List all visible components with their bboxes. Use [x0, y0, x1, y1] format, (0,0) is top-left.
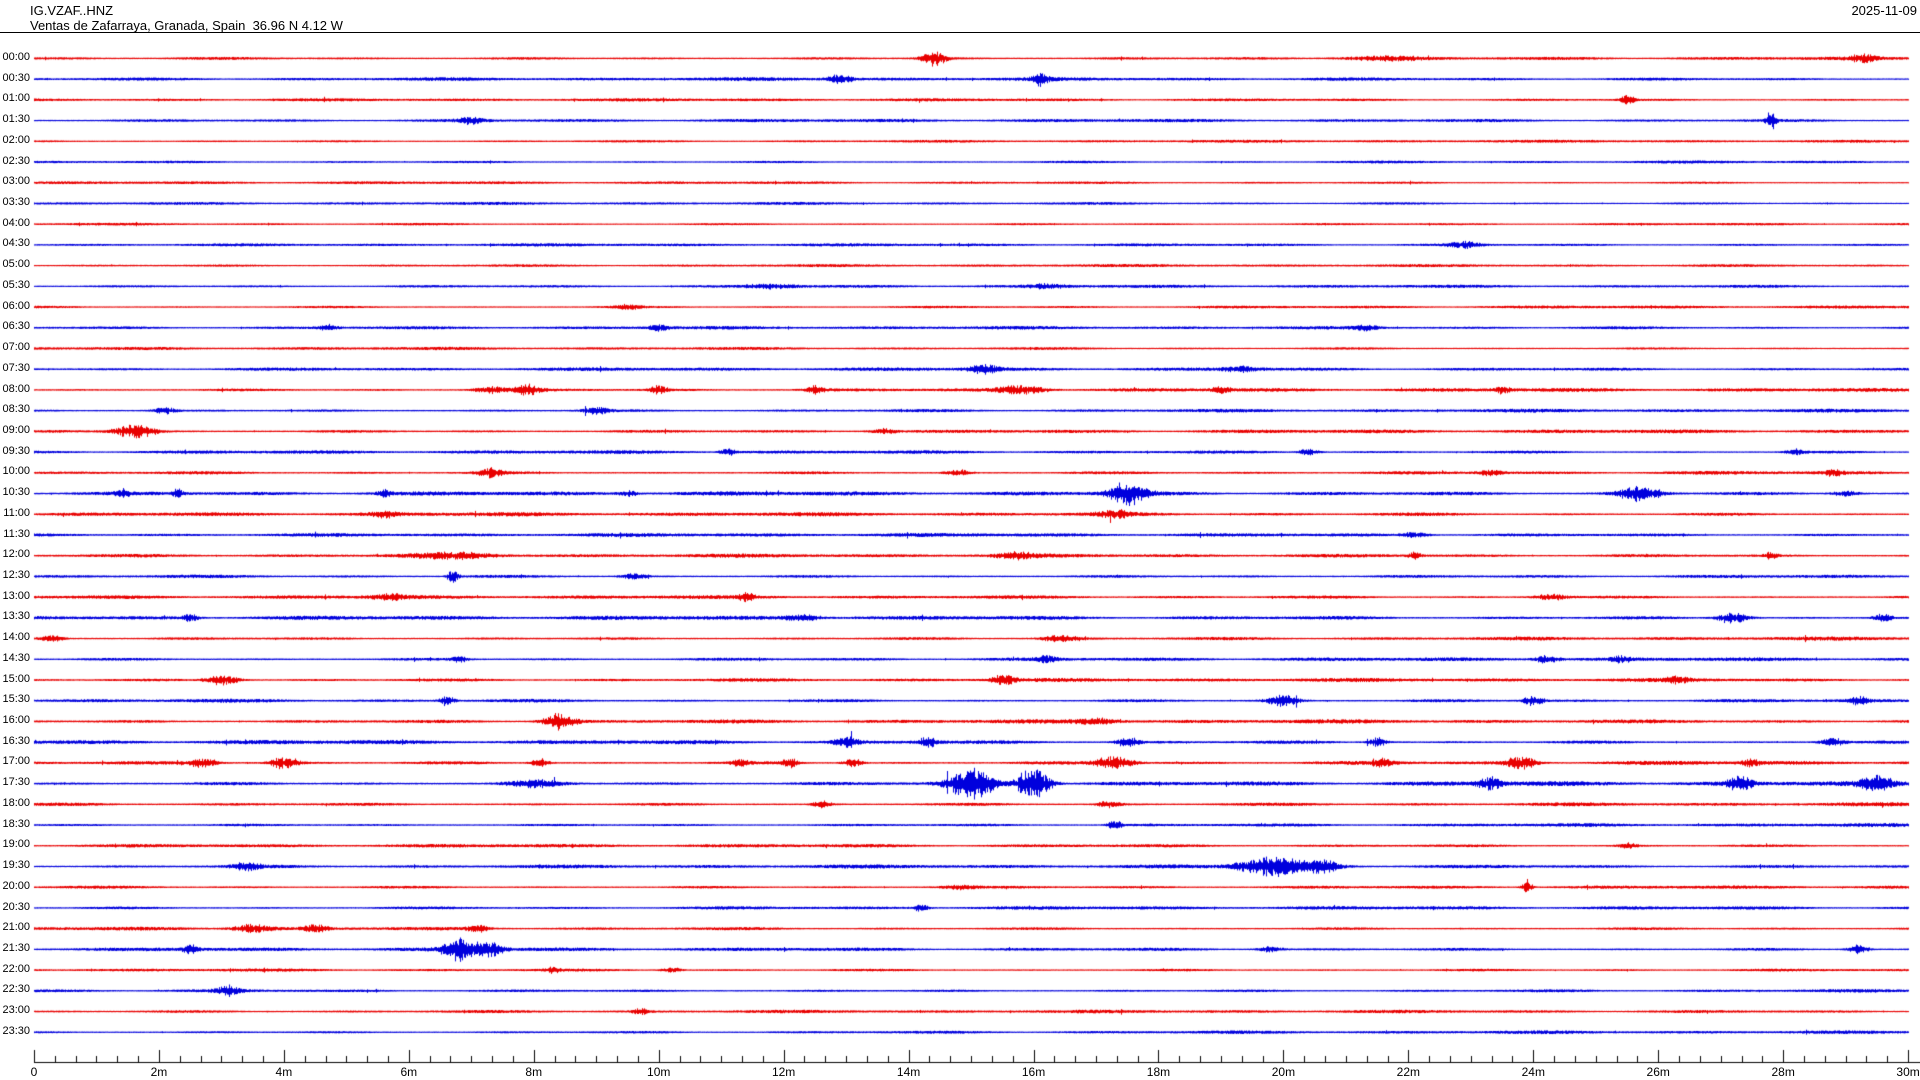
axis-tick-label: 10m: [647, 1065, 671, 1079]
row-label: 00:00: [2, 51, 30, 63]
axis-tick-label: 26m: [1646, 1065, 1670, 1079]
row-label: 00:30: [2, 71, 30, 84]
row-label: 16:00: [2, 714, 30, 727]
row-label: 01:00: [2, 92, 30, 105]
row-label: 20:30: [2, 900, 30, 913]
axis-tick-label: 8m: [525, 1065, 543, 1079]
row-label: 12:00: [2, 548, 30, 561]
row-label: 13:00: [2, 589, 30, 602]
row-label: 08:00: [2, 382, 30, 395]
row-label: 11:30: [3, 527, 30, 540]
row-label: 19:30: [2, 859, 30, 872]
row-label: 07:00: [2, 341, 30, 354]
row-label: 06:00: [2, 299, 30, 312]
axis-tick-label: 4m: [275, 1065, 293, 1079]
row-label: 04:30: [2, 237, 30, 250]
row-label: 03:00: [2, 175, 30, 188]
axis-tick-label: 24m: [1521, 1065, 1545, 1079]
axis-tick-label: 28m: [1771, 1065, 1795, 1079]
row-label: 03:30: [2, 196, 30, 209]
row-label: 02:30: [2, 154, 30, 167]
row-label: 13:30: [2, 610, 30, 623]
axis-tick-label: 16m: [1021, 1065, 1046, 1079]
row-label: 17:30: [2, 776, 30, 789]
row-label: 07:30: [2, 361, 30, 374]
row-label: 10:30: [2, 486, 30, 499]
row-label: 04:00: [2, 216, 30, 229]
row-label: 20:00: [2, 879, 30, 892]
row-label: 18:00: [2, 796, 30, 809]
row-label: 14:00: [2, 631, 30, 644]
row-label: 12:30: [2, 569, 30, 581]
row-label: 08:30: [2, 403, 30, 416]
row-label: 09:30: [2, 444, 30, 457]
row-label: 21:00: [2, 921, 30, 934]
axis-tick-label: 14m: [896, 1065, 921, 1079]
axis-tick-label: 22m: [1396, 1065, 1420, 1079]
row-label: 18:30: [2, 817, 30, 830]
axis-tick-label: 2m: [150, 1065, 168, 1079]
axis-tick-label: 6m: [400, 1065, 418, 1079]
row-label: 22:30: [2, 983, 30, 996]
row-label: 06:30: [2, 320, 30, 333]
row-label: 15:00: [2, 672, 30, 685]
axis-tick-label: 18m: [1146, 1065, 1171, 1079]
axis-tick-label: 20m: [1271, 1065, 1296, 1079]
row-label: 01:30: [2, 113, 30, 126]
row-label: 10:00: [2, 465, 30, 478]
row-label: 19:00: [2, 838, 30, 851]
row-label: 23:30: [2, 1024, 30, 1037]
row-label: 21:30: [2, 941, 30, 954]
row-label: 09:00: [2, 423, 30, 436]
row-label: 05:30: [2, 278, 30, 291]
row-label: 17:00: [2, 755, 30, 768]
row-label: 05:00: [2, 258, 30, 271]
row-label: 16:30: [2, 734, 30, 747]
axis-tick-label: 0: [30, 1065, 38, 1079]
row-label: 11:00: [3, 506, 30, 519]
row-label: 14:30: [2, 651, 30, 664]
row-label: 15:30: [2, 693, 30, 706]
row-label: 23:00: [2, 1004, 30, 1017]
row-label: 02:00: [2, 133, 30, 146]
row-label: 22:00: [2, 962, 30, 975]
axis-tick-label: 30m: [1896, 1065, 1920, 1079]
axis-tick-label: 12m: [771, 1065, 796, 1079]
